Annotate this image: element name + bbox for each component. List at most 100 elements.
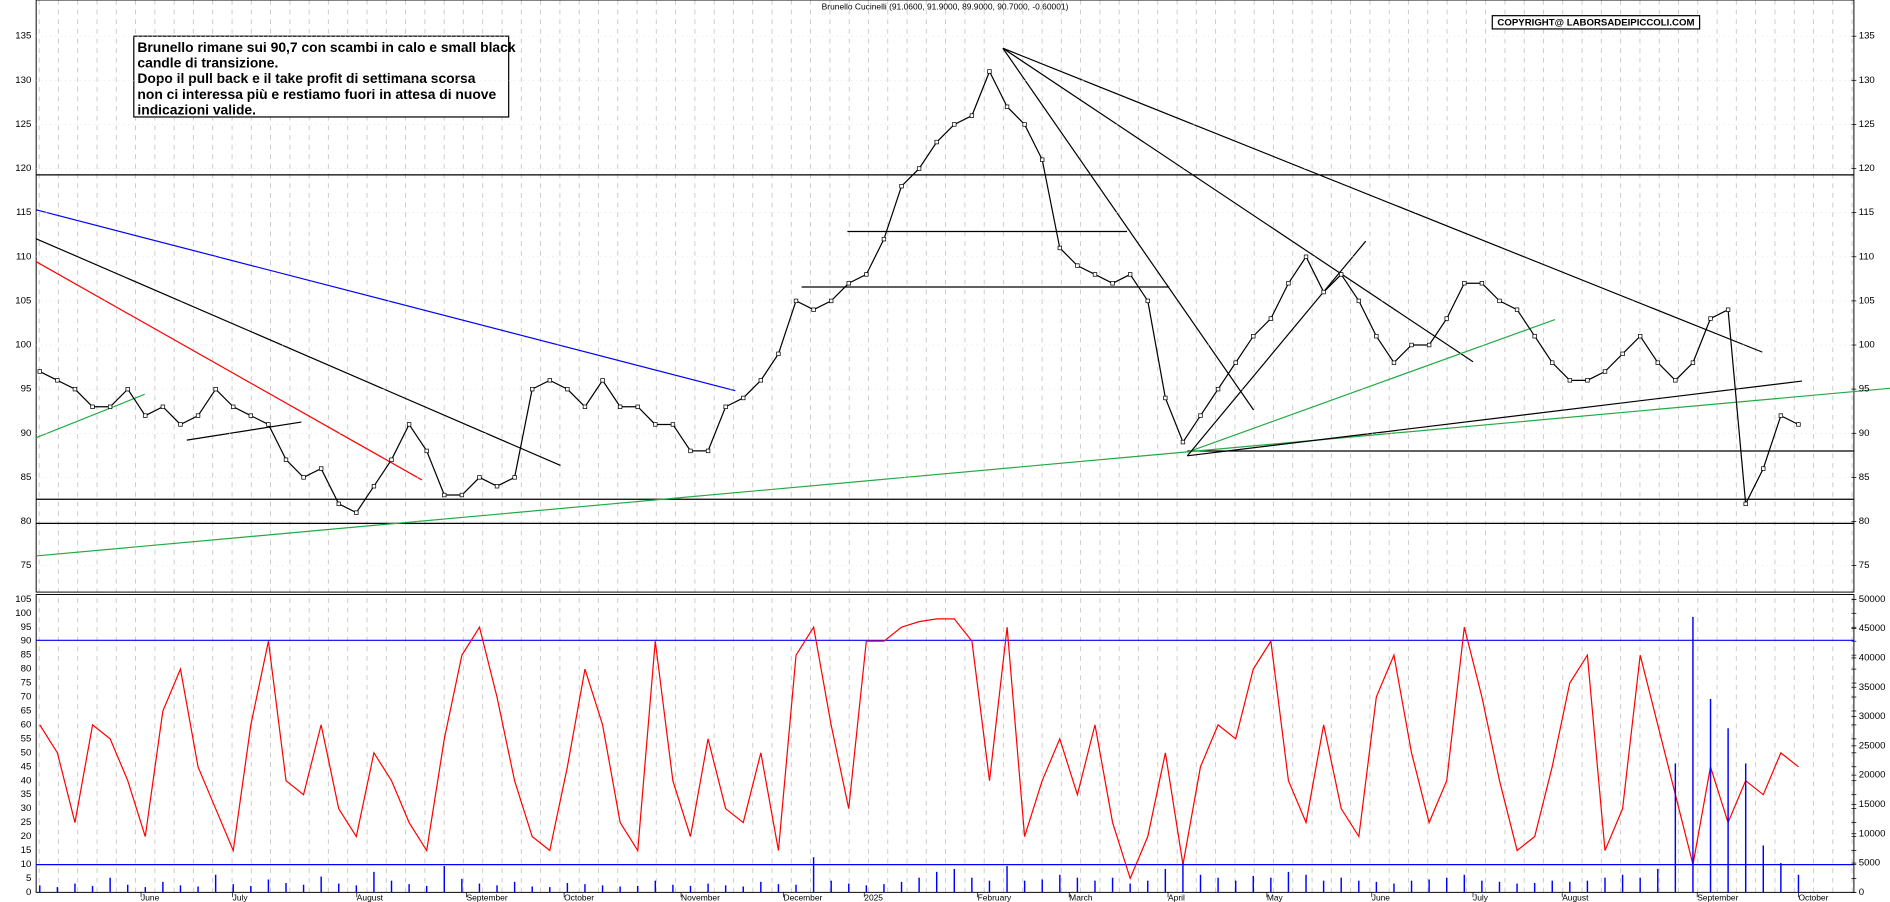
volume-bar xyxy=(1586,880,1589,893)
volume-bar xyxy=(1709,698,1712,893)
volume-bar xyxy=(74,883,76,893)
price-mark xyxy=(899,184,904,189)
volume-bar xyxy=(373,871,375,893)
volume-bar xyxy=(637,885,639,893)
price-mark xyxy=(371,484,377,489)
volume-bar xyxy=(1182,863,1184,893)
price-mark xyxy=(1198,413,1203,418)
volume-bar xyxy=(795,884,797,893)
price-mark xyxy=(1127,272,1133,277)
x-tick-label: June xyxy=(141,893,160,902)
price-mark xyxy=(1638,334,1643,339)
y-tick-label: 135 xyxy=(1859,31,1875,42)
volume-bar xyxy=(1305,874,1307,893)
y-tick-label: 105 xyxy=(15,295,31,306)
price-mark xyxy=(1391,360,1397,365)
y-tick-label: 45 xyxy=(21,761,32,772)
y-tick-label: 30000 xyxy=(1859,711,1886,722)
volume-bar xyxy=(1639,877,1641,893)
volume-bar xyxy=(601,885,604,893)
volume-bar xyxy=(1410,880,1413,893)
y-tick-label: 5000 xyxy=(1859,858,1880,869)
volume-bar xyxy=(971,877,973,893)
copyright: COPYRIGHT@ LABORSADEIPICCOLI.COM xyxy=(1497,17,1694,28)
price-mark xyxy=(1251,334,1256,339)
volume-bar xyxy=(865,885,868,893)
price-mark xyxy=(987,69,992,74)
y-tick-label: 90 xyxy=(21,636,32,647)
price-mark xyxy=(283,457,289,462)
x-tick-label: August xyxy=(357,893,384,902)
y-tick-label: 10 xyxy=(21,859,32,870)
price-mark xyxy=(1690,360,1696,365)
y-tick-label: 135 xyxy=(15,31,31,42)
price-mark xyxy=(72,386,78,392)
annotations xyxy=(35,47,1890,866)
volume-bar xyxy=(848,883,850,893)
volume-bar xyxy=(91,885,94,893)
volume-bar xyxy=(285,882,287,893)
y-tick-label: 85 xyxy=(1859,472,1870,483)
price-mark xyxy=(1092,272,1098,277)
price-mark xyxy=(1339,272,1344,277)
volume-bar xyxy=(742,886,744,893)
x-tick-label: December xyxy=(784,893,823,902)
y-tick-label: 115 xyxy=(16,207,31,218)
price-mark xyxy=(864,272,869,277)
price-mark xyxy=(600,378,605,383)
volume-bar xyxy=(988,880,991,893)
y-tick-label: 25 xyxy=(21,817,32,828)
price-mark xyxy=(354,510,359,515)
y-tick-label: 90 xyxy=(1859,428,1870,439)
price-mark xyxy=(1321,289,1326,295)
price-mark xyxy=(494,484,500,489)
price-panel xyxy=(35,0,1855,593)
y-tick-label: 120 xyxy=(15,163,31,174)
price-mark xyxy=(459,492,465,498)
price-mark xyxy=(301,475,306,480)
price-mark xyxy=(1057,245,1062,251)
note-box xyxy=(133,35,510,118)
y-tick-label: 30 xyxy=(21,803,32,814)
volume-bar xyxy=(1217,877,1219,893)
price-mark xyxy=(55,378,60,383)
price-mark xyxy=(1497,298,1502,304)
volume-bar xyxy=(250,885,252,893)
y-tick-label: 35 xyxy=(21,789,32,800)
price-mark xyxy=(565,386,570,392)
x-tick-label: September xyxy=(466,893,507,902)
note-line: Dopo il pull back e il take profit di se… xyxy=(137,70,475,86)
y-tick-label: 25000 xyxy=(1859,740,1886,751)
volume-bar xyxy=(1164,868,1167,893)
price-mark xyxy=(424,448,429,454)
price-mark xyxy=(1286,281,1291,286)
price-mark xyxy=(653,422,658,427)
price-mark xyxy=(1040,157,1045,162)
y-tick-label: 90 xyxy=(21,428,32,439)
price-mark xyxy=(547,378,552,383)
price-mark xyxy=(1673,378,1678,383)
y-tick-label: 80 xyxy=(21,664,32,675)
y-tick-label: 10000 xyxy=(1859,828,1886,839)
volume-bar xyxy=(1516,883,1518,893)
price-mark xyxy=(811,307,816,312)
price-mark xyxy=(1585,378,1590,383)
price-mark xyxy=(1303,254,1309,259)
volume-bar xyxy=(1340,877,1342,893)
volume-bar xyxy=(1094,880,1096,893)
price-mark xyxy=(1163,395,1168,401)
y-tick-label: 75 xyxy=(1859,560,1870,571)
y-tick-label: 85 xyxy=(21,472,32,483)
note-line: non ci interessa più e restiamo fuori in… xyxy=(137,86,496,102)
volume-bar xyxy=(214,874,217,893)
y-tick-label: 55 xyxy=(21,733,32,744)
volume-bar xyxy=(267,879,270,893)
volume-bar xyxy=(162,881,164,893)
price-mark xyxy=(952,122,957,127)
y-tick-label: 120 xyxy=(1859,163,1875,174)
price-mark xyxy=(477,475,482,480)
volume-bar xyxy=(1797,874,1800,893)
volume-bar xyxy=(1234,880,1237,893)
volume-bar xyxy=(302,884,305,893)
